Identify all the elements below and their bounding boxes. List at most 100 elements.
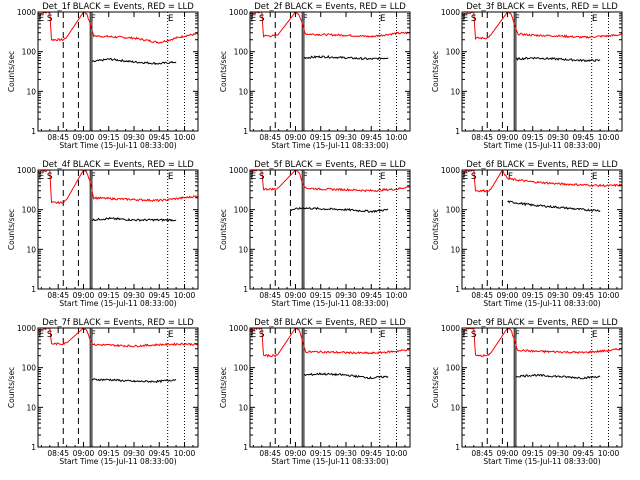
x-tick-label: 09:45 bbox=[572, 133, 594, 142]
y-tick-label: 1 bbox=[243, 443, 248, 452]
marker-label: F bbox=[303, 172, 308, 182]
plot-area bbox=[38, 170, 198, 289]
y-tick-label: 1000 bbox=[17, 324, 36, 333]
y-tick-label: 1000 bbox=[17, 8, 36, 17]
marker-label: S bbox=[259, 172, 265, 182]
y-tick-label: 100 bbox=[22, 206, 37, 215]
y-tick-label: 10 bbox=[450, 87, 460, 96]
chart-panel-7: Det_7f BLACK = Events, RED = LLD 1 10 100 10… bbox=[7, 318, 199, 466]
plot-frame bbox=[249, 11, 411, 132]
events-series-line bbox=[91, 378, 177, 384]
x-tick-label: 09:45 bbox=[148, 291, 170, 300]
marker-label: E bbox=[592, 330, 598, 340]
lld-series-line bbox=[250, 170, 410, 193]
marker-label: E bbox=[39, 172, 45, 182]
events-series-line bbox=[91, 57, 177, 66]
marker-label: E bbox=[39, 330, 45, 340]
x-tick-label: 09:15 bbox=[310, 291, 332, 300]
events-series-line bbox=[290, 206, 389, 214]
y-tick-label: 100 bbox=[446, 364, 461, 373]
y-axis-label: Counts/sec bbox=[7, 51, 16, 92]
x-tick-label: 10:00 bbox=[174, 133, 196, 142]
marker-label: F bbox=[303, 330, 308, 340]
lld-series-line bbox=[38, 12, 198, 44]
x-tick-label: 09:45 bbox=[148, 449, 170, 458]
plot-frame bbox=[249, 327, 411, 448]
marker-label: S bbox=[471, 330, 477, 340]
plot-frame bbox=[37, 11, 199, 132]
marker-label: E bbox=[463, 330, 469, 340]
events-series-line bbox=[303, 54, 389, 61]
chart-panel-3: Det_3f BLACK = Events, RED = LLD 1 10 100 10… bbox=[431, 2, 623, 150]
x-tick-label: 09:00 bbox=[497, 133, 519, 142]
y-tick-label: 1 bbox=[31, 285, 36, 294]
x-tick-label: 10:00 bbox=[386, 133, 408, 142]
y-tick-label: 1 bbox=[243, 127, 248, 136]
x-tick-label: 09:30 bbox=[335, 449, 357, 458]
y-tick-label: 100 bbox=[234, 206, 249, 215]
x-tick-label: 09:00 bbox=[285, 133, 307, 142]
marker-label: E bbox=[251, 330, 257, 340]
y-tick-label: 1000 bbox=[229, 8, 248, 17]
chart-title: Det_3f BLACK = Events, RED = LLD bbox=[466, 2, 618, 12]
marker-label: S bbox=[471, 172, 477, 182]
marker-label: E bbox=[380, 14, 386, 24]
y-tick-label: 1000 bbox=[441, 166, 460, 175]
x-tick-label: 09:45 bbox=[360, 133, 382, 142]
chart-panel-5: Det_5f BLACK = Events, RED = LLD 1 10 100 10… bbox=[219, 160, 411, 308]
marker-label: F bbox=[515, 330, 520, 340]
chart-title: Det_8f BLACK = Events, RED = LLD bbox=[254, 318, 406, 328]
x-axis-label: Start Time (15-Jul-11 08:33:00) bbox=[59, 141, 176, 150]
marker-label: E bbox=[251, 14, 257, 24]
x-tick-label: 09:15 bbox=[522, 291, 544, 300]
lld-series-line bbox=[38, 170, 198, 205]
x-tick-label: 09:00 bbox=[285, 449, 307, 458]
y-tick-label: 10 bbox=[450, 403, 460, 412]
y-tick-label: 1000 bbox=[441, 324, 460, 333]
x-tick-label: 09:00 bbox=[73, 449, 95, 458]
x-tick-label: 09:30 bbox=[547, 133, 569, 142]
x-tick-label: 09:15 bbox=[310, 133, 332, 142]
y-tick-label: 1 bbox=[31, 443, 36, 452]
x-tick-label: 09:30 bbox=[123, 133, 145, 142]
y-tick-label: 10 bbox=[26, 403, 36, 412]
y-axis-label: Counts/sec bbox=[7, 209, 16, 250]
lld-series-line bbox=[38, 328, 198, 348]
plot-frame bbox=[37, 169, 199, 290]
x-axis-label: Start Time (15-Jul-11 08:33:00) bbox=[59, 457, 176, 466]
marker-label: S bbox=[47, 14, 53, 24]
events-series-line bbox=[515, 56, 601, 63]
y-tick-label: 1000 bbox=[229, 324, 248, 333]
x-tick-label: 09:00 bbox=[497, 291, 519, 300]
marker-label: E bbox=[592, 172, 598, 182]
x-tick-label: 09:15 bbox=[98, 449, 120, 458]
x-tick-label: 09:30 bbox=[123, 291, 145, 300]
marker-label: S bbox=[471, 14, 477, 24]
events-series-line bbox=[515, 373, 601, 380]
x-tick-label: 09:30 bbox=[335, 291, 357, 300]
x-tick-label: 10:00 bbox=[174, 291, 196, 300]
y-axis-label: Counts/sec bbox=[431, 367, 440, 408]
x-tick-label: 09:30 bbox=[547, 291, 569, 300]
marker-label: E bbox=[463, 172, 469, 182]
marker-label: F bbox=[508, 172, 513, 182]
y-tick-label: 10 bbox=[238, 403, 248, 412]
y-tick-label: 1 bbox=[455, 285, 460, 294]
chart-panel-6: Det_6f BLACK = Events, RED = LLD 1 10 100 10… bbox=[431, 160, 623, 308]
plot-area bbox=[38, 328, 198, 447]
x-tick-label: 09:45 bbox=[360, 291, 382, 300]
marker-label: E bbox=[251, 172, 257, 182]
y-tick-label: 1000 bbox=[441, 8, 460, 17]
marker-label: F bbox=[91, 14, 96, 24]
x-tick-label: 08:45 bbox=[471, 133, 493, 142]
x-tick-label: 09:45 bbox=[148, 133, 170, 142]
marker-label: E bbox=[168, 330, 174, 340]
marker-label: F bbox=[91, 330, 96, 340]
events-series-line bbox=[303, 371, 389, 380]
x-tick-label: 08:45 bbox=[259, 291, 281, 300]
marker-label: E bbox=[463, 14, 469, 24]
x-tick-label: 09:45 bbox=[572, 449, 594, 458]
y-tick-label: 1 bbox=[455, 127, 460, 136]
x-axis-label: Start Time (15-Jul-11 08:33:00) bbox=[271, 141, 388, 150]
